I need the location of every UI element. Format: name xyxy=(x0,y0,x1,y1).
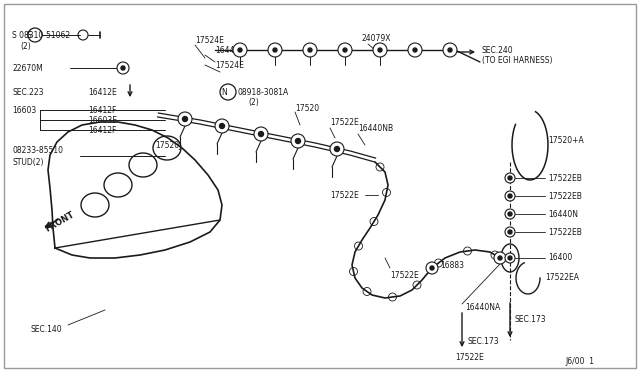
Text: (TO EGI HARNESS): (TO EGI HARNESS) xyxy=(482,55,552,64)
Text: 17522EB: 17522EB xyxy=(548,228,582,237)
Text: SEC.140: SEC.140 xyxy=(30,326,61,334)
Circle shape xyxy=(505,209,515,219)
Text: 17522EB: 17522EB xyxy=(548,192,582,201)
Circle shape xyxy=(498,256,502,260)
Text: 16440NA: 16440NA xyxy=(465,304,500,312)
Text: 16400: 16400 xyxy=(548,253,572,263)
Circle shape xyxy=(303,43,317,57)
Circle shape xyxy=(505,173,515,183)
Circle shape xyxy=(448,48,452,52)
Circle shape xyxy=(430,266,434,270)
Circle shape xyxy=(505,191,515,201)
Circle shape xyxy=(378,48,382,52)
Circle shape xyxy=(335,147,339,151)
Circle shape xyxy=(254,127,268,141)
Text: S: S xyxy=(27,31,31,39)
Text: 17522EB: 17522EB xyxy=(548,173,582,183)
Circle shape xyxy=(233,43,247,57)
Text: 16441M: 16441M xyxy=(215,45,246,55)
Text: SEC.173: SEC.173 xyxy=(468,337,500,346)
Circle shape xyxy=(182,116,188,122)
Text: J6/00  1: J6/00 1 xyxy=(565,357,594,366)
Text: 17520J: 17520J xyxy=(155,141,181,150)
Text: 17520+A: 17520+A xyxy=(548,135,584,144)
Circle shape xyxy=(494,252,506,264)
Text: SEC.173: SEC.173 xyxy=(515,315,547,324)
Circle shape xyxy=(268,43,282,57)
Circle shape xyxy=(178,112,192,126)
Circle shape xyxy=(273,48,277,52)
Text: STUD(2): STUD(2) xyxy=(12,157,44,167)
Text: 17524E: 17524E xyxy=(195,35,224,45)
Text: S 08310-51062: S 08310-51062 xyxy=(12,31,70,39)
Text: SEC.240: SEC.240 xyxy=(482,45,514,55)
Circle shape xyxy=(117,62,129,74)
Circle shape xyxy=(505,253,515,263)
Text: 08918-3081A: 08918-3081A xyxy=(238,87,289,96)
Circle shape xyxy=(308,48,312,52)
Circle shape xyxy=(408,43,422,57)
Text: 17522EA: 17522EA xyxy=(545,273,579,282)
Text: 17522E: 17522E xyxy=(390,270,419,279)
Text: 17522E: 17522E xyxy=(455,353,484,362)
Circle shape xyxy=(215,119,229,133)
Text: 16412F: 16412F xyxy=(88,125,116,135)
Text: SEC.223: SEC.223 xyxy=(12,87,44,96)
Text: 17524E: 17524E xyxy=(215,61,244,70)
Circle shape xyxy=(508,256,512,260)
Text: N: N xyxy=(221,87,227,96)
Circle shape xyxy=(505,227,515,237)
Text: 16440NB: 16440NB xyxy=(358,124,393,132)
Text: 16603E: 16603E xyxy=(88,115,117,125)
Circle shape xyxy=(121,66,125,70)
Text: 24079X: 24079X xyxy=(362,33,392,42)
Circle shape xyxy=(291,134,305,148)
Text: 16412E: 16412E xyxy=(88,87,116,96)
Circle shape xyxy=(443,43,457,57)
Circle shape xyxy=(330,142,344,156)
Circle shape xyxy=(508,212,512,216)
Circle shape xyxy=(508,230,512,234)
Circle shape xyxy=(220,124,225,128)
Text: 16440N: 16440N xyxy=(548,209,578,218)
Text: 16603: 16603 xyxy=(12,106,36,115)
Circle shape xyxy=(426,262,438,274)
Text: 08233-85510: 08233-85510 xyxy=(12,145,63,154)
Text: 17522E: 17522E xyxy=(330,118,359,126)
Circle shape xyxy=(343,48,347,52)
Circle shape xyxy=(413,48,417,52)
Text: (2): (2) xyxy=(248,97,259,106)
Text: 16412F: 16412F xyxy=(88,106,116,115)
Circle shape xyxy=(508,194,512,198)
Text: (2): (2) xyxy=(20,42,31,51)
Text: 16883: 16883 xyxy=(440,260,464,269)
Text: 17520: 17520 xyxy=(295,103,319,112)
Circle shape xyxy=(238,48,242,52)
Text: FRONT: FRONT xyxy=(44,210,76,234)
Circle shape xyxy=(259,131,264,137)
Circle shape xyxy=(373,43,387,57)
Circle shape xyxy=(338,43,352,57)
Circle shape xyxy=(296,138,301,144)
Text: 22670M: 22670M xyxy=(12,64,43,73)
Text: 17522E: 17522E xyxy=(330,190,359,199)
Circle shape xyxy=(508,176,512,180)
